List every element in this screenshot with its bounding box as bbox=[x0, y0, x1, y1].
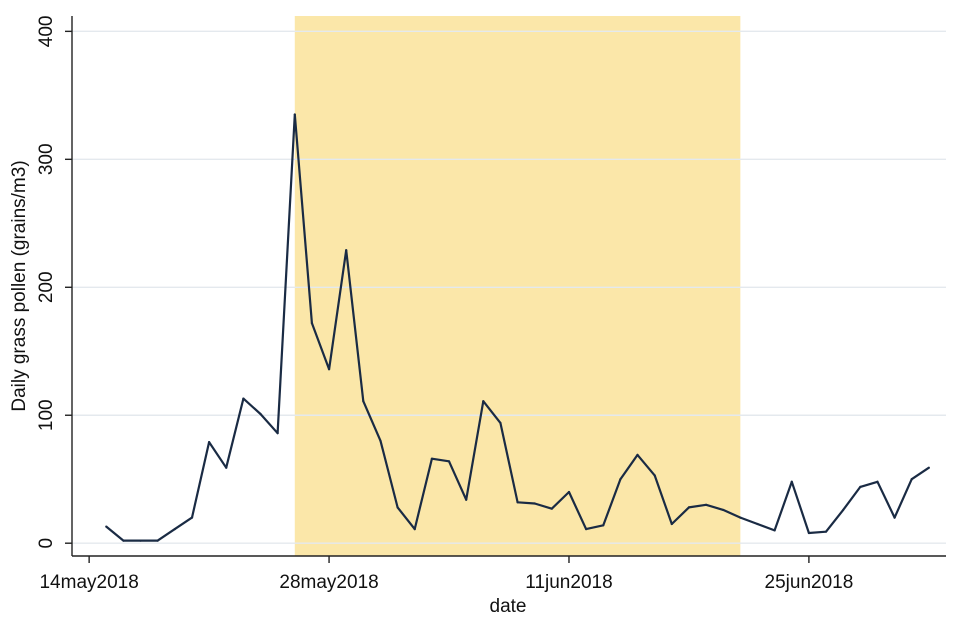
data-point bbox=[722, 508, 725, 512]
y-tick-label: 0 bbox=[36, 538, 57, 549]
data-point bbox=[704, 503, 708, 506]
data-point bbox=[859, 485, 862, 489]
data-point bbox=[173, 528, 176, 531]
data-point bbox=[379, 439, 382, 442]
data-point bbox=[842, 508, 845, 512]
data-point bbox=[516, 501, 519, 504]
data-point bbox=[362, 400, 365, 403]
data-point bbox=[636, 453, 639, 457]
data-point bbox=[670, 522, 673, 526]
data-point bbox=[876, 480, 879, 483]
data-point bbox=[122, 539, 125, 542]
data-point bbox=[327, 368, 331, 371]
x-tick-label: 25jun2018 bbox=[765, 572, 854, 593]
data-point bbox=[893, 516, 896, 519]
y-tick-label: 100 bbox=[36, 399, 57, 431]
data-point bbox=[773, 529, 776, 532]
series-layer bbox=[105, 113, 930, 542]
x-tick-labels: 14may2018 28may2018 11jun2018 25jun2018 bbox=[39, 572, 853, 593]
y-axis-title: Daily grass pollen (grains/m3) bbox=[9, 160, 30, 411]
data-point bbox=[602, 524, 605, 527]
data-point bbox=[910, 478, 913, 481]
y-tick-label: 400 bbox=[36, 16, 57, 48]
data-point bbox=[927, 466, 930, 469]
data-point bbox=[739, 516, 742, 519]
data-point bbox=[653, 474, 656, 477]
data-point bbox=[533, 502, 536, 505]
gridlines bbox=[72, 30, 946, 544]
data-point bbox=[585, 528, 588, 531]
data-point bbox=[310, 322, 314, 325]
data-point bbox=[413, 528, 416, 531]
data-point bbox=[790, 480, 793, 483]
data-point bbox=[482, 400, 485, 403]
data-point bbox=[465, 498, 468, 501]
data-point bbox=[190, 516, 194, 519]
data-point bbox=[396, 506, 399, 509]
data-point bbox=[447, 460, 451, 463]
data-point bbox=[619, 478, 622, 481]
data-point bbox=[550, 507, 553, 510]
data-point bbox=[345, 249, 348, 252]
data-point bbox=[207, 441, 211, 444]
data-point bbox=[259, 412, 262, 416]
x-tick-label: 28may2018 bbox=[279, 572, 378, 593]
data-point bbox=[824, 530, 828, 533]
data-point bbox=[499, 421, 502, 425]
data-point bbox=[242, 397, 245, 400]
data-point bbox=[687, 506, 691, 509]
data-point bbox=[105, 525, 108, 528]
data-point bbox=[567, 490, 571, 494]
y-tick-label: 200 bbox=[36, 271, 57, 303]
x-axis-title: date bbox=[490, 596, 527, 617]
x-tick-label: 11jun2018 bbox=[525, 572, 612, 593]
data-point bbox=[139, 539, 142, 542]
shaded-period bbox=[294, 16, 741, 556]
data-point bbox=[156, 539, 159, 542]
data-point bbox=[293, 113, 296, 116]
y-tick-labels: 0 100 200 300 400 bbox=[36, 16, 57, 549]
data-point bbox=[276, 432, 279, 435]
shaded-region-layer bbox=[294, 16, 741, 556]
y-tick-label: 300 bbox=[36, 143, 57, 175]
axes bbox=[65, 16, 946, 563]
data-point bbox=[807, 531, 811, 535]
data-point bbox=[225, 466, 228, 469]
x-tick-label: 14may2018 bbox=[39, 572, 138, 593]
data-point bbox=[756, 522, 759, 526]
data-point bbox=[430, 457, 433, 460]
